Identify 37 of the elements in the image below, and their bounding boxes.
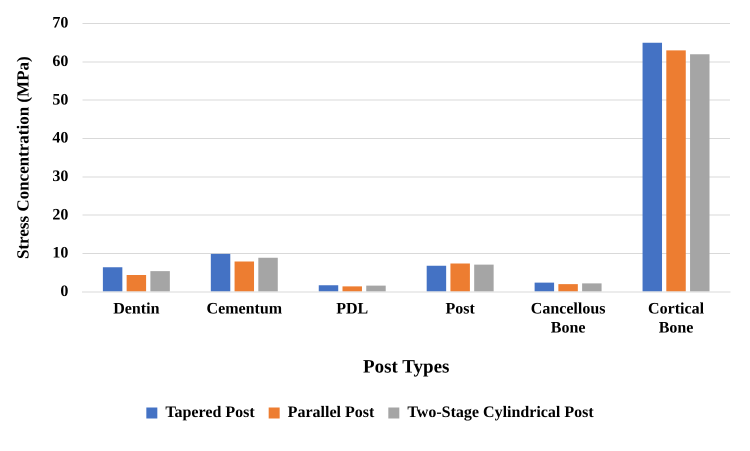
y-tick-label: 70 — [52, 14, 68, 32]
y-tick-label: 50 — [52, 91, 68, 108]
x-tick-label: PDL — [336, 300, 368, 318]
bar — [366, 286, 386, 292]
bar — [666, 50, 686, 292]
y-tick-label: 10 — [52, 244, 68, 262]
bar — [210, 254, 230, 292]
legend-label: Parallel Post — [288, 404, 375, 422]
bar — [342, 286, 362, 292]
x-tick-label: Dentin — [113, 300, 160, 318]
y-tick-label: 20 — [52, 206, 68, 224]
x-tick-label: Cementum — [206, 300, 283, 318]
x-tick-label: Post — [446, 300, 476, 318]
legend-label: Two-Stage Cylindrical Post — [407, 404, 594, 422]
bar — [558, 284, 578, 292]
bar — [258, 258, 278, 292]
bar — [450, 263, 470, 292]
bar — [534, 282, 554, 292]
bar — [474, 264, 494, 292]
bar — [234, 262, 254, 292]
y-tick-label: 60 — [52, 53, 68, 70]
y-axis-title: Stress Concentration (MPa) — [14, 56, 33, 260]
bar — [150, 271, 170, 292]
bar — [102, 267, 122, 292]
bar — [690, 54, 710, 292]
bar — [126, 274, 146, 292]
y-tick-label: 30 — [52, 168, 68, 185]
bar — [318, 285, 338, 292]
y-tick-label: 40 — [52, 130, 68, 147]
y-tick-label: 0 — [60, 282, 68, 300]
x-tick-label: Cortical Bone — [648, 300, 705, 337]
x-axis-title: Post Types — [363, 356, 450, 378]
legend-label: Tapered Post — [165, 404, 256, 422]
bar — [642, 42, 662, 292]
bar — [426, 266, 446, 292]
x-tick-label: Cancellous Bone — [530, 300, 606, 337]
bar — [582, 283, 602, 292]
